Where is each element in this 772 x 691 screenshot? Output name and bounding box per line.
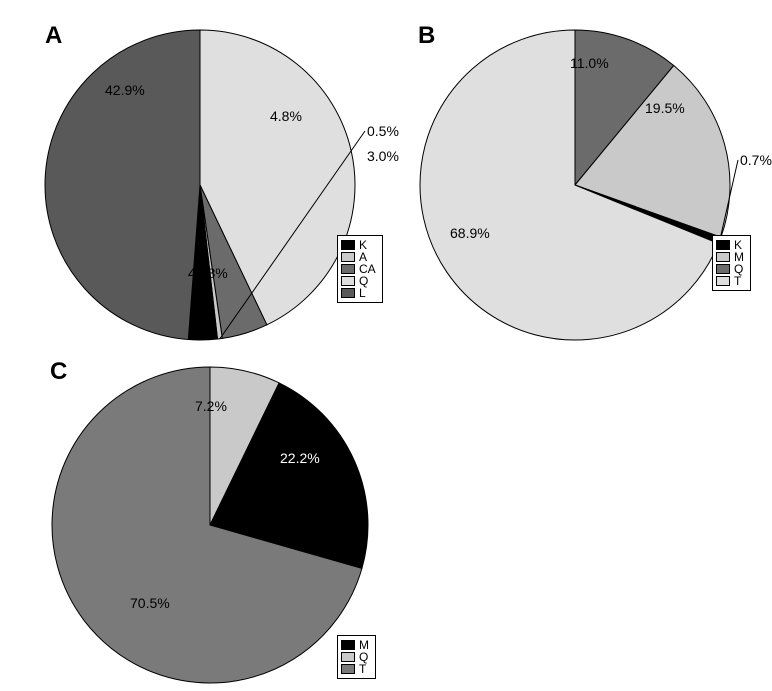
slice-label: 70.5% (130, 595, 170, 611)
slice-label: 22.2% (280, 450, 320, 466)
pie-chart-c (0, 0, 772, 691)
legend-swatch (341, 652, 355, 662)
legend-c: MQT (337, 635, 376, 679)
legend-item: T (341, 663, 369, 675)
legend-swatch (341, 640, 355, 650)
legend-swatch (341, 664, 355, 674)
legend-label: T (359, 663, 366, 675)
slice-label: 7.2% (195, 398, 227, 414)
